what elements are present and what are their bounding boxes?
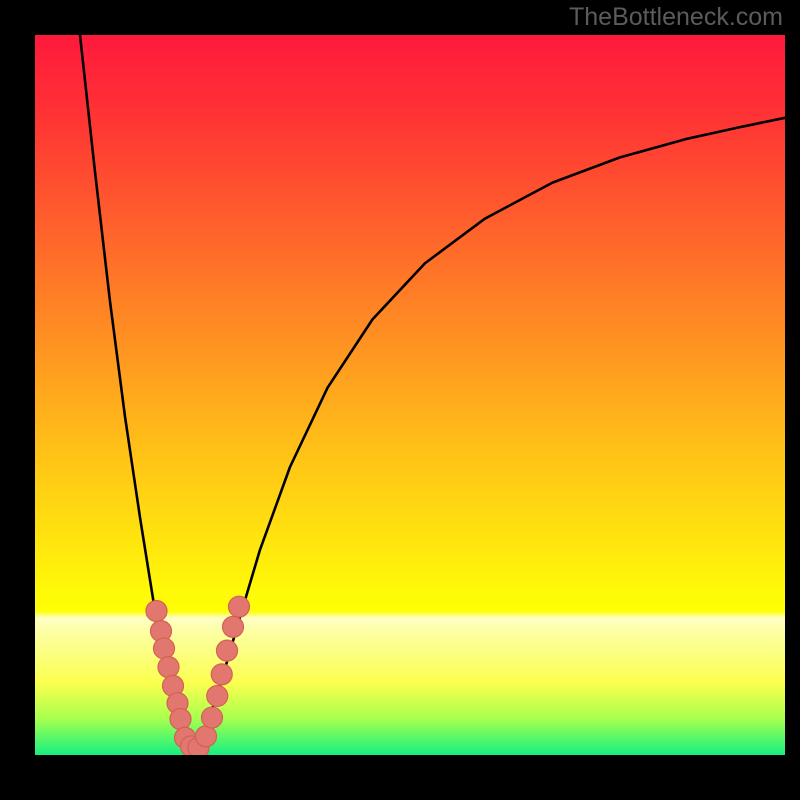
data-marker [229, 596, 250, 617]
data-marker [207, 685, 228, 706]
bottleneck-chart: TheBottleneck.com [0, 0, 800, 800]
data-marker [170, 709, 191, 730]
data-marker [202, 707, 223, 728]
data-marker [158, 657, 179, 678]
data-marker [217, 640, 238, 661]
watermark-text: TheBottleneck.com [569, 3, 783, 32]
data-marker [196, 726, 217, 747]
data-marker [211, 664, 232, 685]
data-marker [146, 601, 167, 622]
data-marker [223, 616, 244, 637]
chart-svg [0, 0, 800, 800]
data-marker [154, 638, 175, 659]
